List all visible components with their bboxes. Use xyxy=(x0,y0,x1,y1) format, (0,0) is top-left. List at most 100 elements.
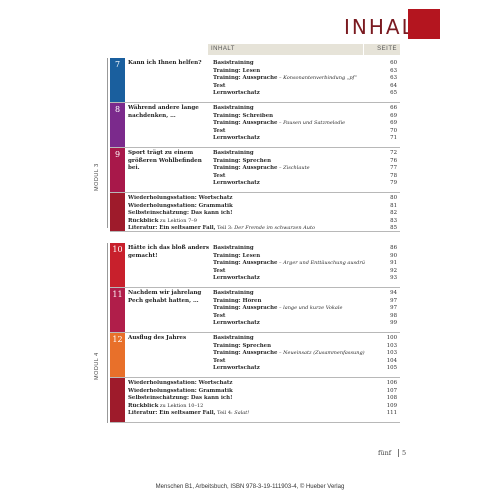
lesson-pages: 60 63 63 64 65 xyxy=(367,60,397,98)
lesson-items: Basistraining Training: Schreiben Training… xyxy=(213,105,365,143)
page-ref: 104 xyxy=(386,357,397,364)
page-ref: 63 xyxy=(390,67,397,74)
lesson-title: Sport trägt zu einem größeren Wohlbefind… xyxy=(128,150,202,171)
lesson-item-label: Test xyxy=(213,127,226,134)
lesson-item-note: – Zischlaute xyxy=(277,165,310,171)
review-item: Wiederholungsstation: Grammatik xyxy=(128,388,368,396)
lesson-color-bar xyxy=(110,148,125,192)
page-ref: 69 xyxy=(390,120,397,126)
lesson-title: Nachdem wir jahrelang Pech gehabt hatten… xyxy=(128,290,202,304)
page-ref: 69 xyxy=(390,112,397,119)
page-ref: 63 xyxy=(390,75,397,81)
lesson-item: Test xyxy=(213,358,365,366)
modul3-divider xyxy=(107,58,108,228)
review-item-label: Wiederholungsstation: Wortschatz xyxy=(128,195,233,201)
page-ref: 98 xyxy=(390,312,397,319)
review-color-bar xyxy=(110,193,125,231)
lesson-item-label: Training: Schreiben xyxy=(213,112,274,119)
review-items: Wiederholungsstation: Wortschatz Wiederho… xyxy=(128,380,368,418)
lesson-item-label: Training: Aussprache xyxy=(213,165,278,171)
review-row: Wiederholungsstation: Wortschatz Wiederho… xyxy=(110,378,400,423)
lesson-item-label: Training: Sprechen xyxy=(213,157,272,164)
lesson-color-bar xyxy=(110,288,125,332)
page-ref: 105 xyxy=(386,365,397,371)
lesson-item: Test xyxy=(213,173,365,181)
review-item-label: Rückblick xyxy=(128,217,159,224)
page-ref: 97 xyxy=(390,297,397,304)
review-item: Rückblick zu Lektion 7–9 xyxy=(128,218,368,226)
lesson-item: Lernwortschatz xyxy=(213,365,365,373)
page-ref: 106 xyxy=(386,380,397,386)
lesson-item-label: Training: Aussprache xyxy=(213,305,278,311)
review-items: Wiederholungsstation: Wortschatz Wiederho… xyxy=(128,195,368,233)
page-ref: 92 xyxy=(390,267,397,274)
page-ref: 85 xyxy=(390,225,397,231)
page-ref: 103 xyxy=(386,342,397,349)
lesson-item: Test xyxy=(213,313,365,321)
lesson-item-label: Test xyxy=(213,312,226,319)
lesson-color-bar xyxy=(110,58,125,102)
lesson-color-bar xyxy=(110,333,125,377)
lesson-item: Training: Aussprache – Pausen und Satzme… xyxy=(213,120,365,128)
review-item: Rückblick zu Lektion 10–12 xyxy=(128,403,368,411)
lesson-item: Training: Aussprache – lange und kurze V… xyxy=(213,305,365,313)
page-ref: 81 xyxy=(390,202,397,209)
review-item-plain: Teil 3: xyxy=(215,225,235,231)
lesson-row: 9 Sport trägt zu einem größeren Wohlbefin… xyxy=(110,148,400,193)
page-number: 5 xyxy=(402,449,407,457)
review-item-plain: Teil 4: xyxy=(215,410,235,416)
lesson-item: Basistraining xyxy=(213,290,365,298)
page-ref: 97 xyxy=(390,305,397,311)
lesson-item: Training: Sprechen xyxy=(213,158,365,166)
lesson-item-label: Basistraining xyxy=(213,245,254,251)
lesson-item-label: Lernwortschatz xyxy=(213,275,260,281)
review-item-label: Rückblick xyxy=(128,402,159,409)
lesson-item: Training: Hören xyxy=(213,298,365,306)
review-item-label: Selbsteinschätzung: Das kann ich! xyxy=(128,210,233,216)
lesson-item: Training: Aussprache – Zischlaute xyxy=(213,165,365,173)
page-ref: 94 xyxy=(390,290,397,296)
lesson-row: 8 Während andere lange nachdenken, … Basis… xyxy=(110,103,400,148)
page-ref: 71 xyxy=(390,135,397,141)
page-ref: 72 xyxy=(390,150,397,156)
lesson-item: Test xyxy=(213,268,365,276)
page-ref: 77 xyxy=(390,165,397,171)
lesson-number: 9 xyxy=(114,150,121,159)
lesson-item: Lernwortschatz xyxy=(213,135,365,143)
lesson-item: Test xyxy=(213,83,365,91)
review-item-label: Wiederholungsstation: Grammatik xyxy=(128,387,233,394)
lesson-item: Training: Aussprache – Ärger und Enttäus… xyxy=(213,260,365,268)
lesson-number: 11 xyxy=(112,290,123,299)
lesson-pages: 72 76 77 78 79 xyxy=(367,150,397,188)
lesson-item-label: Basistraining xyxy=(213,150,254,156)
page-ref: 93 xyxy=(390,275,397,281)
lesson-item-label: Basistraining xyxy=(213,60,254,66)
review-color-bar xyxy=(110,378,125,422)
review-item-label: Wiederholungsstation: Wortschatz xyxy=(128,380,233,386)
lesson-items: Basistraining Training: Lesen Training: Au… xyxy=(213,60,365,98)
lesson-item: Training: Sprechen xyxy=(213,343,365,351)
page-ref: 60 xyxy=(390,60,397,66)
lesson-number: 7 xyxy=(114,60,121,69)
modul4-divider xyxy=(107,243,108,423)
lesson-item: Lernwortschatz xyxy=(213,275,365,283)
lesson-item: Lernwortschatz xyxy=(213,90,365,98)
lesson-color-bar xyxy=(110,103,125,147)
lesson-row: 11 Nachdem wir jahrelang Pech gehabt hatt… xyxy=(110,288,400,333)
lesson-row: 7 Kann ich Ihnen helfen? Basistraining Trai… xyxy=(110,58,400,103)
review-item: Wiederholungsstation: Wortschatz xyxy=(128,380,368,388)
page-ref: 103 xyxy=(386,350,397,356)
lesson-row: 10 Hätte ich das bloß anders gemacht! Basi… xyxy=(110,243,400,288)
page-ref: 90 xyxy=(390,252,397,259)
review-item-label: Wiederholungsstation: Grammatik xyxy=(128,202,233,209)
lesson-item: Training: Aussprache – Konsonantenverbin… xyxy=(213,75,365,83)
modul3-label: MODUL 3 xyxy=(94,163,100,191)
lesson-item-label: Training: Aussprache xyxy=(213,260,278,266)
page-ref: 79 xyxy=(390,180,397,186)
lesson-item-label: Basistraining xyxy=(213,290,254,296)
lesson-item-label: Lernwortschatz xyxy=(213,135,260,141)
review-item-label: Selbsteinschätzung: Das kann ich! xyxy=(128,395,233,401)
lesson-item-label: Lernwortschatz xyxy=(213,365,260,371)
review-item-label: Literatur: Ein seltsamer Fall, xyxy=(128,225,216,231)
page-ref: 66 xyxy=(390,105,397,111)
